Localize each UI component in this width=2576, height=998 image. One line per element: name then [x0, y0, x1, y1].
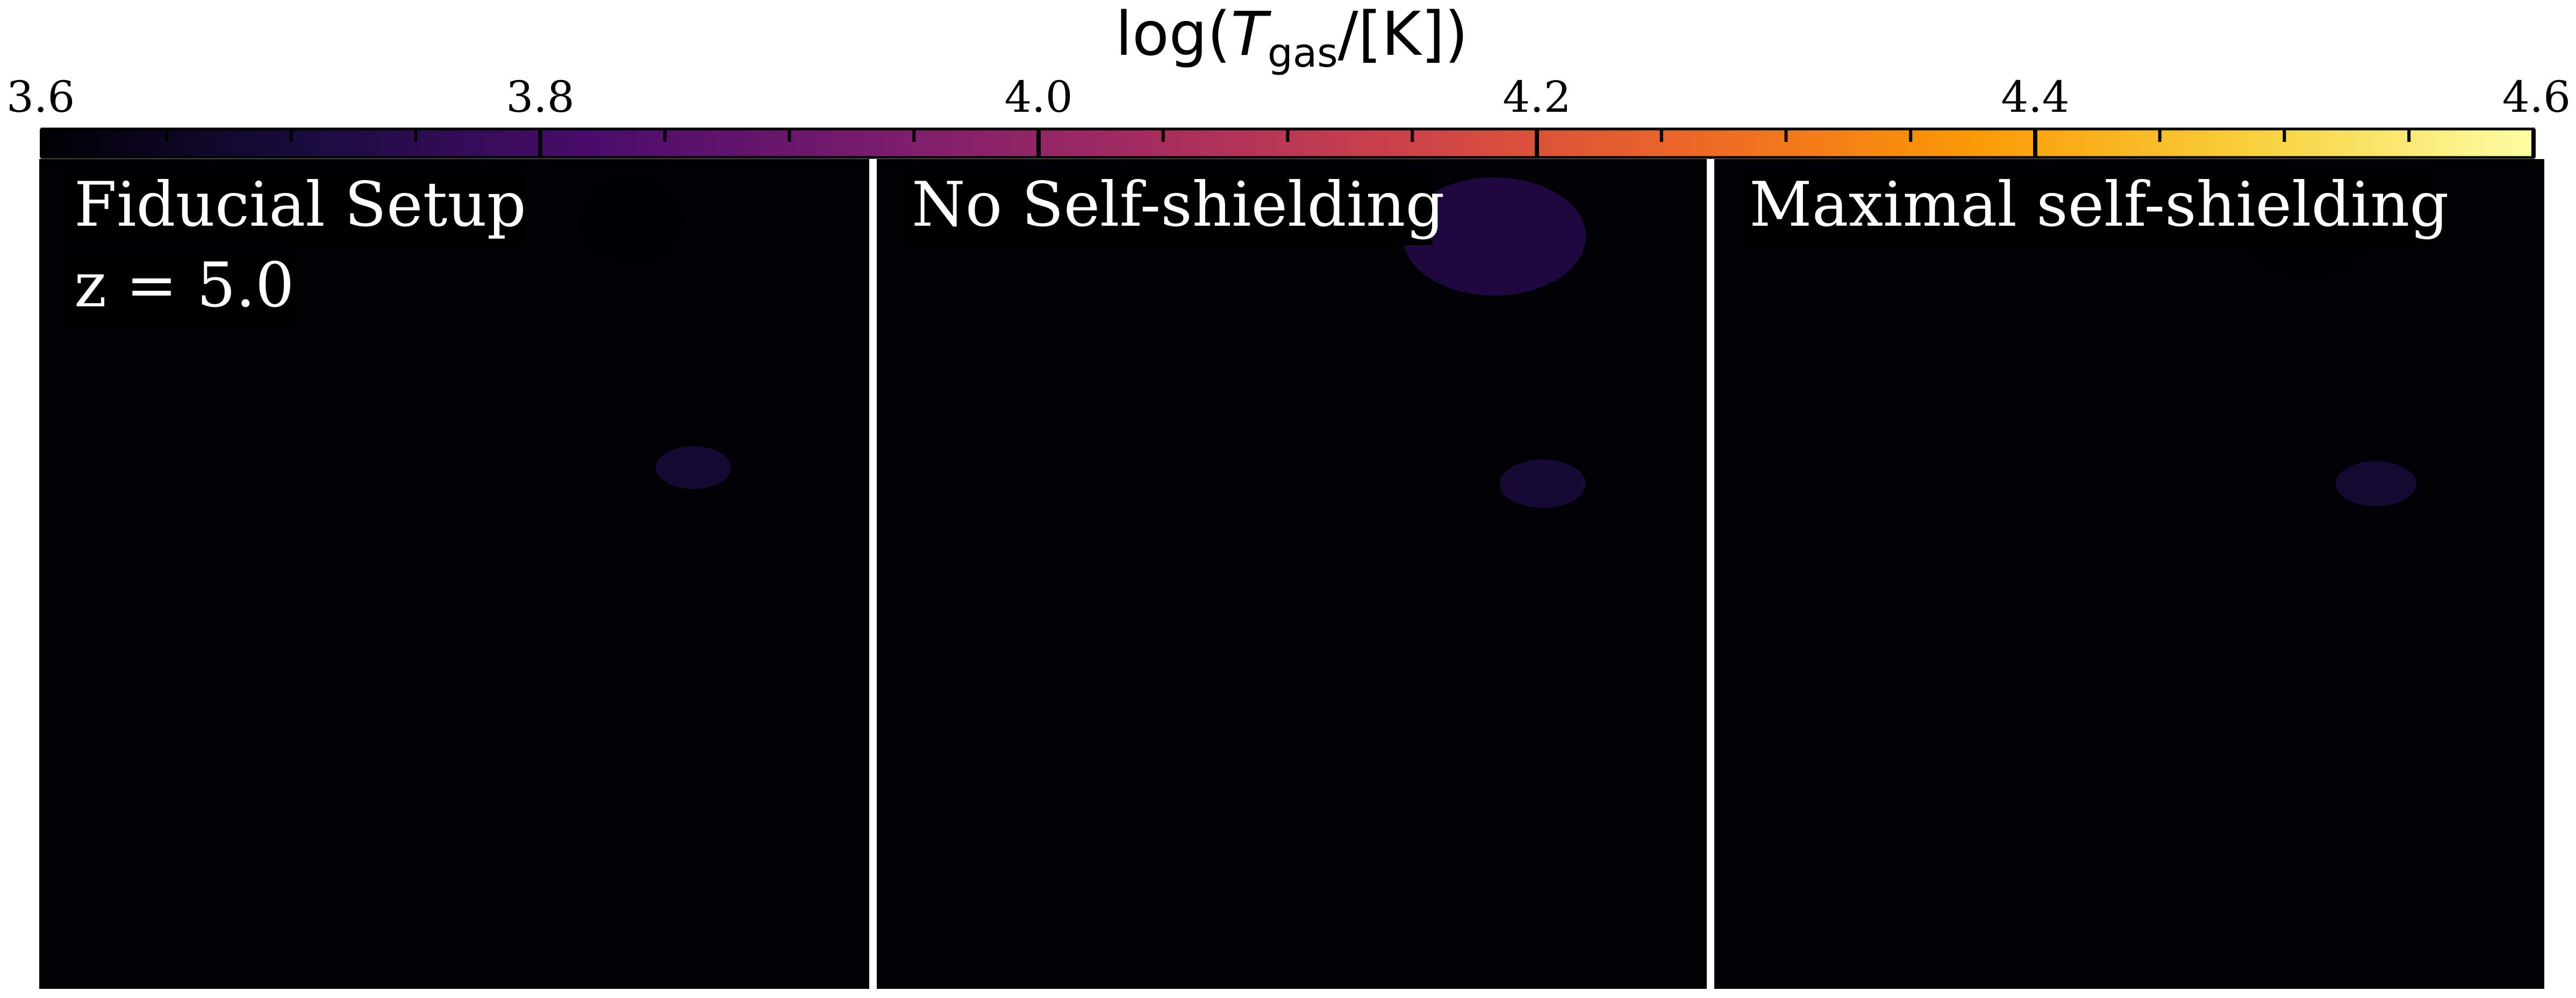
panel-frame	[39, 159, 869, 989]
panel-frame	[1714, 159, 2544, 989]
cold-bubble	[582, 178, 681, 262]
panel-frame	[877, 159, 1707, 989]
colorbar-tick-label-4.6: 4.6	[2502, 72, 2571, 122]
colorbar-tick-labels: 3.6 3.8 4.0 4.2 4.4 4.6	[6, 72, 2571, 122]
panel-label-bg	[1741, 171, 2434, 245]
panel-maximal-self-shielding: Maximal self-shielding	[1714, 159, 2544, 989]
cold-region	[1500, 459, 1586, 508]
colorbar-tick-label-4.4: 4.4	[2001, 72, 2069, 122]
panel-label-bg	[66, 171, 523, 245]
colorbar-tick-label-4.2: 4.2	[1502, 72, 1571, 122]
panel-title: Maximal self-shielding	[1749, 169, 2449, 240]
colorbar-tick-label-3.8: 3.8	[506, 72, 574, 122]
colorbar-tick-label-3.6: 3.6	[6, 72, 75, 122]
temperature-map-maximal-self-shielding	[1715, 160, 2543, 988]
redshift-label: z = 5.0	[74, 249, 294, 321]
cold-region	[1403, 177, 1586, 296]
panel-no-self-shielding: No Self-shielding	[877, 159, 1707, 989]
colorbar-ticks	[40, 129, 2536, 157]
panel-fiducial-setup: Fiducial Setup z = 5.0	[39, 159, 869, 989]
panel-label-bg	[903, 171, 1433, 245]
colorbar-title: log(Tgas/[K])	[1115, 0, 1468, 76]
colorbar-tick-label-4.0: 4.0	[1004, 72, 1072, 122]
cold-region	[2336, 461, 2416, 506]
panel-title: No Self-shielding	[912, 169, 1444, 240]
panel-title: Fiducial Setup	[74, 169, 526, 240]
temperature-map-no-self-shielding	[878, 160, 1706, 988]
cold-region	[656, 446, 731, 489]
redshift-label-bg	[66, 252, 296, 326]
